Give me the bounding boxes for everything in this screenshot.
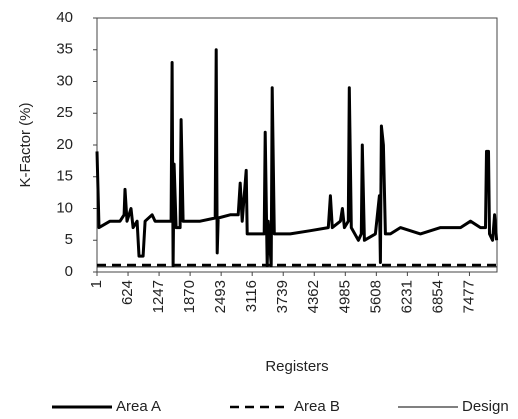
x-tick-label: 2493 (212, 280, 229, 313)
x-tick-label: 5608 (367, 280, 384, 313)
legend-label: Area A (116, 398, 161, 415)
x-tick-label: 624 (119, 280, 136, 305)
series-line (95, 48, 499, 268)
x-axis-label: Registers (265, 358, 328, 375)
x-tick-label: 4985 (336, 280, 353, 313)
x-tick-label: 3116 (243, 280, 260, 312)
x-tick-label: 6854 (429, 280, 446, 313)
legend-label: Area B (294, 398, 340, 415)
y-tick-label: 30 (56, 72, 73, 89)
x-tick-label: 3739 (274, 280, 291, 313)
y-tick-label: 10 (56, 199, 73, 216)
x-tick-label: 7477 (460, 280, 477, 313)
y-axis-label: K-Factor (%) (17, 102, 34, 187)
y-tick-label: 20 (56, 136, 73, 153)
y-tick-label: 0 (65, 263, 73, 280)
x-tick-label: 1870 (181, 280, 198, 313)
y-tick-label: 40 (56, 9, 73, 26)
legend-label: Design (462, 398, 509, 415)
y-tick-label: 25 (56, 104, 73, 121)
x-tick-label: 1 (88, 280, 105, 288)
y-tick-label: 5 (65, 231, 73, 248)
x-tick-label: 6231 (398, 280, 415, 313)
y-tick-label: 15 (56, 168, 73, 185)
x-tick-label: 1247 (150, 280, 167, 313)
x-tick-label: 4362 (305, 280, 322, 313)
y-tick-label: 35 (56, 41, 73, 58)
